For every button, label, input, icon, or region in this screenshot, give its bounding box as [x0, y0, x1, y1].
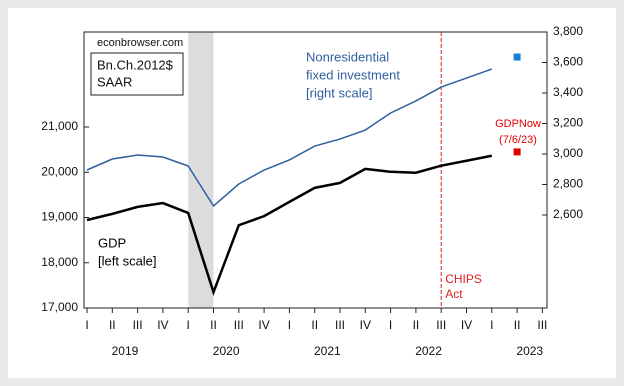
x-tick-label: I	[288, 318, 291, 332]
x-tick-label: IV	[258, 318, 269, 332]
nowcast-marker	[513, 148, 521, 156]
y2-tick-label: 3,200	[553, 116, 583, 130]
year-label: 2023	[516, 344, 543, 358]
series-label: [right scale]	[306, 85, 372, 100]
x-tick-label: IV	[461, 318, 472, 332]
x-tick-label: III	[537, 318, 547, 332]
x-tick-label: II	[514, 318, 521, 332]
y2-tick-label: 2,800	[553, 177, 583, 191]
y-tick-label: 18,000	[41, 255, 78, 269]
year-label: 2019	[112, 344, 139, 358]
recession-shade	[188, 32, 214, 308]
y2-tick-label: 3,400	[553, 85, 583, 99]
series-label: [left scale]	[98, 253, 157, 268]
y-tick-label: 20,000	[41, 164, 78, 178]
y2-tick-label: 3,800	[553, 24, 583, 38]
x-tick-label: III	[436, 318, 446, 332]
year-label: 2022	[415, 344, 442, 358]
year-label: 2021	[314, 344, 341, 358]
x-tick-label: II	[109, 318, 116, 332]
y2-tick-label: 2,600	[553, 207, 583, 221]
x-tick-label: I	[490, 318, 493, 332]
x-tick-label: II	[413, 318, 420, 332]
x-tick-label: IV	[157, 318, 168, 332]
year-label: 2020	[213, 344, 240, 358]
units-box	[90, 52, 184, 96]
event-label: CHIPS	[445, 272, 482, 286]
series-line	[86, 154, 493, 296]
series-label: GDPNow	[495, 118, 541, 130]
x-tick-label: III	[234, 318, 244, 332]
y2-tick-label: 3,000	[553, 146, 583, 160]
series-label: GDP	[98, 235, 126, 250]
y-tick-label: 17,000	[41, 300, 78, 314]
source: econbrowser.com	[97, 37, 183, 49]
y-tick-label: 19,000	[41, 210, 78, 224]
x-tick-label: II	[311, 318, 318, 332]
series-line	[86, 68, 493, 208]
x-tick-label: I	[389, 318, 392, 332]
plot-frame	[83, 31, 548, 309]
x-tick-label: II	[210, 318, 217, 332]
series-label: fixed investment	[306, 67, 400, 82]
units-label: SAAR	[97, 74, 132, 89]
y2-tick-label: 3,600	[553, 55, 583, 69]
event-label: Act	[445, 287, 463, 301]
x-tick-label: III	[335, 318, 345, 332]
series-label: Nonresidential	[306, 49, 389, 64]
nowcast-marker	[513, 53, 521, 61]
series-label: (7/6/23)	[499, 134, 537, 146]
x-tick-label: I	[85, 318, 88, 332]
x-tick-label: I	[187, 318, 190, 332]
x-tick-label: IV	[360, 318, 371, 332]
y-tick-label: 21,000	[41, 119, 78, 133]
x-tick-label: III	[133, 318, 143, 332]
units-label: Bn.Ch.2012$	[97, 57, 174, 72]
